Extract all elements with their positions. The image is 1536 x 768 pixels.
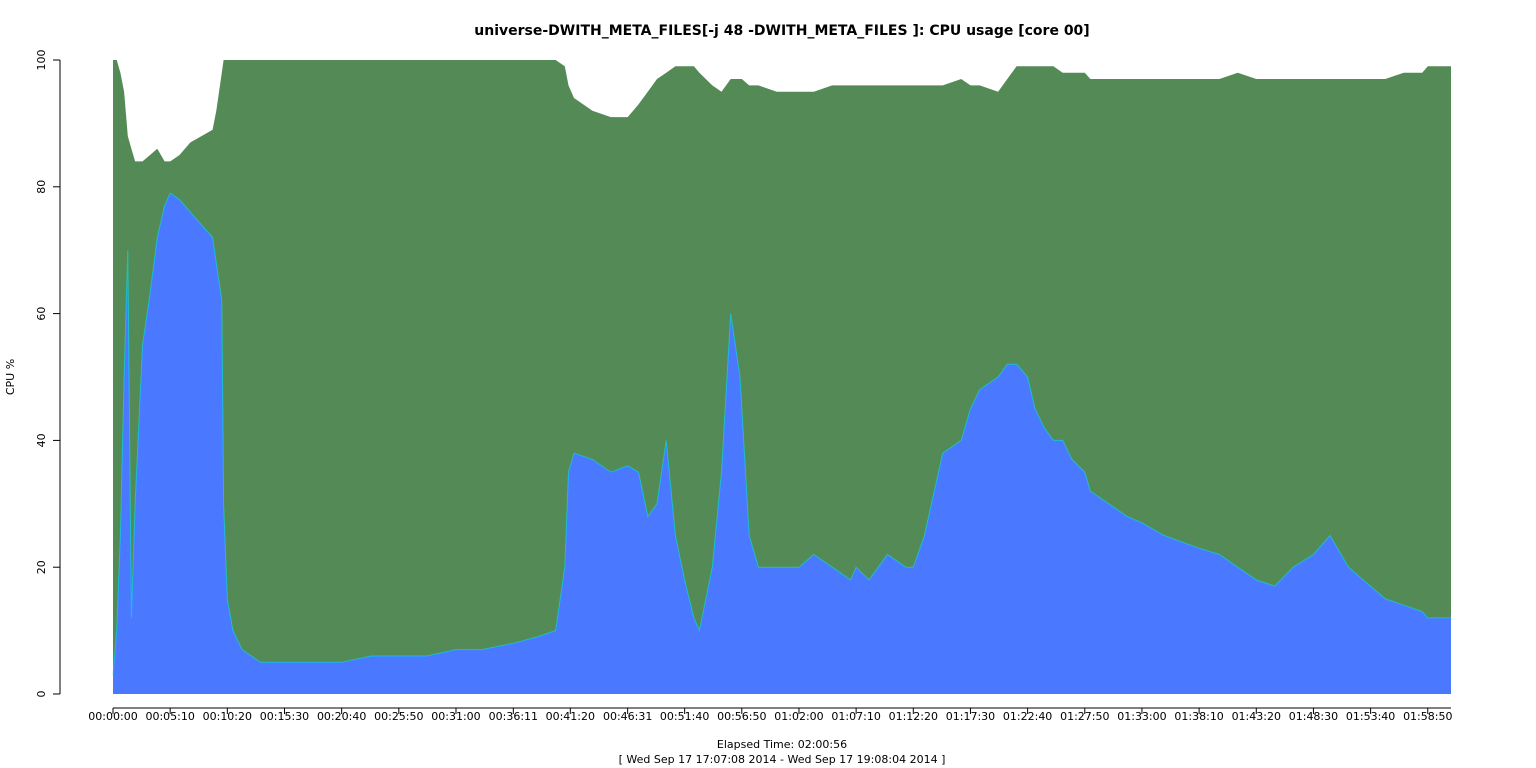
x-tick-label: 00:56:50 [717,710,766,723]
y-tick-label: 80 [35,180,48,194]
y-tick-label: 0 [35,691,48,698]
y-tick-label: 20 [35,560,48,574]
x-tick-label: 00:46:31 [603,710,652,723]
x-tick-label: 00:00:00 [88,710,137,723]
x-tick-label: 01:38:10 [1174,710,1223,723]
x-tick-label: 00:51:40 [660,710,709,723]
x-tick-label: 01:48:30 [1289,710,1338,723]
x-tick-label: 00:31:00 [431,710,480,723]
x-tick-label: 01:43:20 [1232,710,1281,723]
x-tick-label: 01:12:20 [889,710,938,723]
x-tick-label: 01:22:40 [1003,710,1052,723]
plot-area [112,60,1451,694]
x-tick-label: 00:05:10 [145,710,194,723]
series-bottom-area [113,193,1451,694]
y-axis-title: CPU % [4,359,17,395]
x-tick-label: 00:25:50 [374,710,423,723]
y-tick-label: 40 [35,433,48,447]
x-tick-label: 01:33:00 [1117,710,1166,723]
x-tick-label: 00:15:30 [260,710,309,723]
chart-title: universe-DWITH_META_FILES[-j 48 -DWITH_M… [474,23,1089,39]
x-tick-label: 01:27:50 [1060,710,1109,723]
x-tick-label: 01:58:50 [1403,710,1452,723]
series-bottom-edge [112,192,1451,676]
x-tick-label: 00:20:40 [317,710,366,723]
x-tick-label: 00:10:20 [203,710,252,723]
axes: 0 20 40 60 80 100 00:00:00 00:05:10 00:10:20 00:1… [35,50,1452,724]
y-tick-label: 60 [35,307,48,321]
x-axis-subtitle: [ Wed Sep 17 17:07:08 2014 - Wed Sep 17 … [619,753,946,766]
x-tick-label: 01:02:00 [774,710,823,723]
x-tick-label: 00:36:11 [489,710,538,723]
x-tick-label: 01:53:40 [1346,710,1395,723]
x-tick-label: 00:41:20 [546,710,595,723]
x-tick-label: 01:17:30 [946,710,995,723]
x-tick-label: 01:07:10 [831,710,880,723]
x-axis-title: Elapsed Time: 02:00:56 [717,738,847,751]
y-tick-label: 100 [35,50,48,71]
